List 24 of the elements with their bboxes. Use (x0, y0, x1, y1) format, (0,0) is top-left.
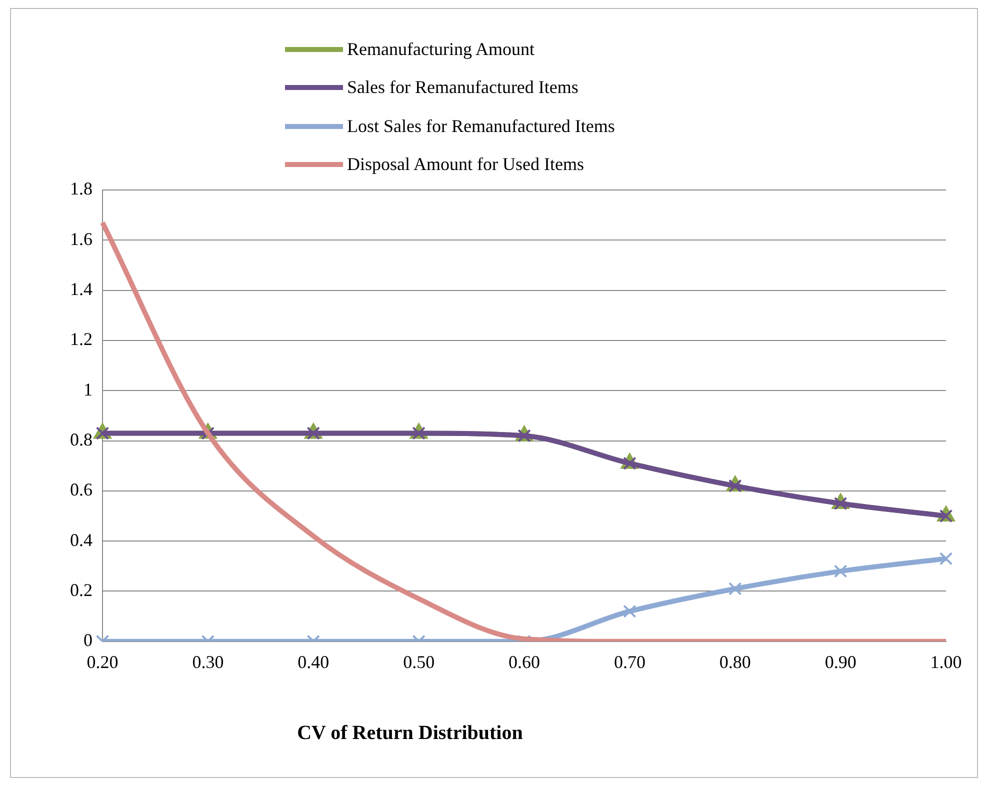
x-tick-label: 0.40 (298, 652, 330, 672)
x-tick-label: 0.20 (86, 652, 118, 672)
x-tick-label: 0.90 (824, 652, 856, 672)
y-tick-label: 0 (84, 630, 92, 650)
x-tick-label: 0.70 (614, 652, 646, 672)
legend-label: Disposal Amount for Used Items (347, 154, 584, 176)
y-tick-label: 1 (84, 379, 92, 400)
legend-label: Lost Sales for Remanufactured Items (347, 116, 615, 137)
x-tick-label: 0.80 (719, 652, 751, 672)
x-tick-label: 0.30 (192, 652, 224, 672)
y-tick-label: 0.4 (70, 530, 92, 550)
y-tick-label: 0.2 (70, 580, 92, 600)
x-tick-label: 1.00 (930, 652, 962, 672)
y-tick-label: 1.4 (70, 279, 92, 300)
x-axis-title: CV of Return Distribution (296, 722, 524, 745)
legend-label: Remanufacturing Amount (347, 38, 534, 60)
y-tick-label: 1.2 (70, 329, 92, 350)
y-tick-label: 0.8 (70, 430, 92, 450)
y-tick-label: 1.6 (70, 228, 92, 249)
x-tick-label: 0.50 (403, 652, 435, 672)
y-tick-label: 0.6 (70, 480, 92, 500)
x-tick-label: 0.60 (508, 652, 540, 672)
y-tick-label: 1.8 (70, 178, 92, 199)
legend-label: Sales for Remanufactured Items (347, 77, 578, 98)
